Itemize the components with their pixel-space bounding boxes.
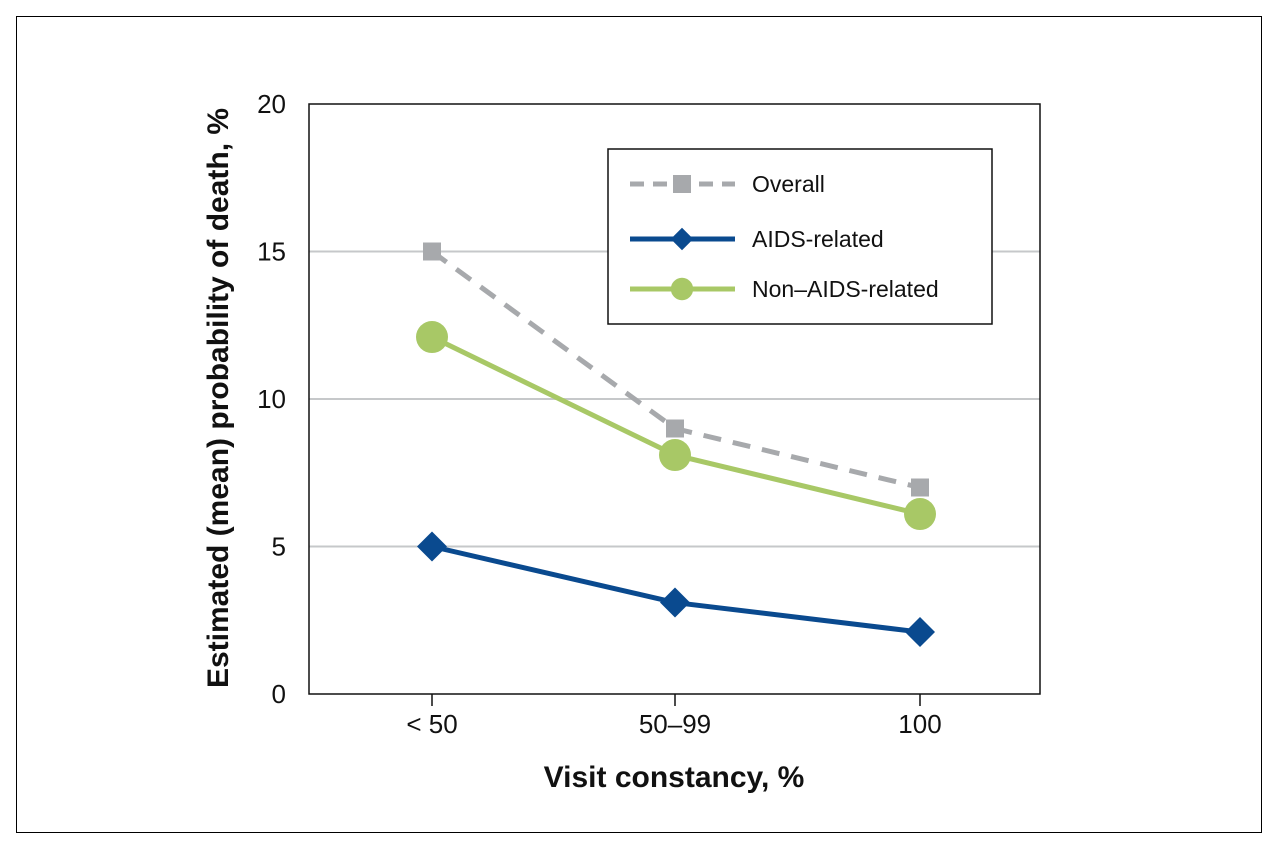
legend-marker — [673, 175, 691, 193]
data-point — [416, 321, 448, 354]
legend-label: AIDS-related — [752, 226, 884, 252]
x-axis-title: Visit constancy, % — [544, 761, 805, 794]
y-axis-tick-labels: 0 5 10 15 20 — [257, 89, 286, 709]
data-point — [660, 587, 690, 618]
y-tick-label: 10 — [257, 384, 286, 414]
y-axis-title: Estimated (mean) probability of death, % — [202, 108, 235, 688]
data-point — [905, 617, 935, 648]
data-point — [417, 531, 447, 562]
x-tick-label: 50–99 — [639, 709, 711, 739]
series-markers — [416, 242, 936, 648]
y-tick-label: 0 — [272, 679, 286, 709]
legend-label: Non–AIDS-related — [752, 276, 939, 302]
data-point — [423, 242, 441, 261]
data-point — [659, 439, 691, 472]
legend-marker — [670, 277, 694, 301]
x-axis-tick-labels: < 50 50–99 100 — [406, 709, 941, 739]
data-point — [666, 419, 684, 438]
y-tick-label: 15 — [257, 237, 286, 267]
data-point — [911, 478, 929, 497]
x-tick-label: < 50 — [406, 709, 457, 739]
x-axis-ticks — [431, 694, 921, 706]
legend-marker — [670, 227, 694, 251]
legend-label: Overall — [752, 171, 825, 197]
x-tick-label: 100 — [898, 709, 941, 739]
legend: Overall AIDS-related Non–AIDS-related — [607, 148, 993, 325]
data-point — [904, 498, 936, 531]
y-tick-label: 5 — [272, 532, 286, 562]
legend-items: Overall AIDS-related Non–AIDS-related — [630, 171, 939, 302]
y-tick-label: 20 — [257, 89, 286, 119]
